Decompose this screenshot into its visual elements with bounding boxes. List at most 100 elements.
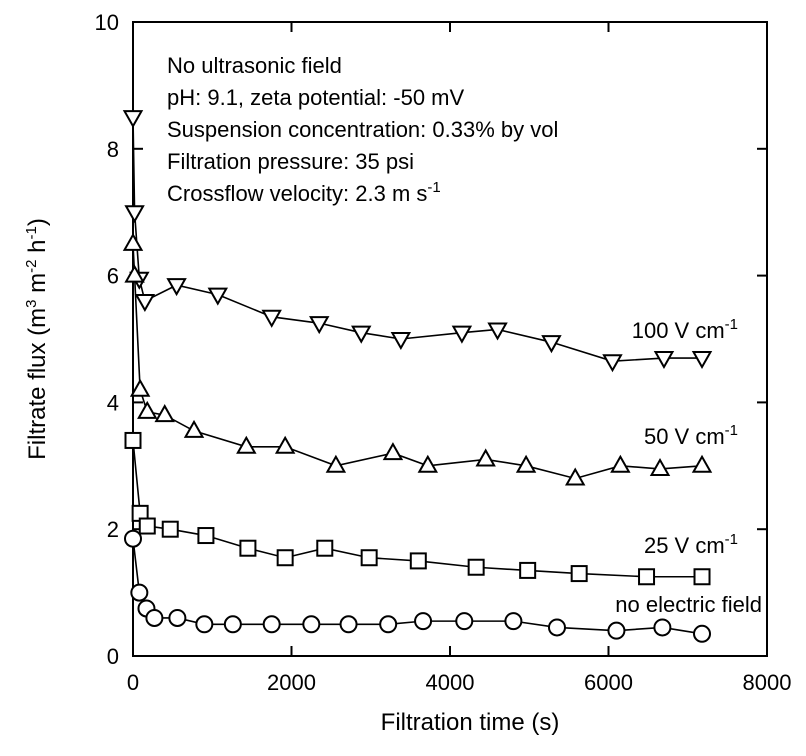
data-point-square (276, 549, 294, 567)
annotation-line: pH: 9.1, zeta potential: -50 mV (167, 85, 464, 110)
data-point-triangle-up (564, 467, 586, 486)
series-triangle-up (122, 232, 713, 486)
annotation-line-part: Crossflow velocity: 2.3 m s (167, 181, 427, 206)
data-point-triangle-down (691, 351, 713, 370)
data-point-circle (379, 615, 398, 634)
axis-ticks: 0 2000 4000 6000 8000 0 2 4 6 8 10 (95, 10, 792, 695)
data-point-triangle-up (274, 435, 296, 454)
y-axis-label: Filtrate flux (m3 m-2 h-1) (23, 218, 51, 460)
data-point-triangle-down (602, 354, 623, 373)
y-tick-label: 0 (107, 644, 119, 669)
data-point-square (467, 558, 485, 576)
data-point-triangle-up (382, 442, 404, 461)
annotation-line-part: Filtration pressure: 35 psi (167, 149, 414, 174)
data-point-triangle-up (124, 264, 145, 283)
series-layer (122, 110, 713, 643)
data-point-square (197, 527, 215, 545)
annotation-line: Crossflow velocity: 2.3 m s-1 (167, 179, 441, 206)
data-point-square (570, 565, 588, 583)
annotation-line: Filtration pressure: 35 psi (167, 149, 414, 174)
data-point-triangle-down (541, 335, 562, 354)
series-label-part: -1 (725, 531, 738, 548)
data-point-circle (168, 608, 187, 627)
data-point-triangle-down (487, 322, 508, 341)
series-label-part: -1 (725, 422, 738, 439)
data-point-circle (145, 608, 164, 627)
series-square (124, 431, 711, 586)
data-point-triangle-up (691, 454, 713, 473)
x-tick-label: 4000 (426, 670, 475, 695)
data-point-triangle-down (134, 293, 156, 312)
data-point-circle (223, 615, 242, 634)
y-tick-label: 2 (107, 517, 119, 542)
data-point-circle (414, 612, 433, 631)
series-label-part: no electric field (615, 592, 762, 617)
data-point-triangle-down (351, 325, 372, 344)
data-point-triangle-up (417, 454, 439, 473)
x-axis-label: Filtration time (s) (381, 709, 560, 736)
x-tick-label: 8000 (743, 670, 792, 695)
series-label: 100 V cm-1 (632, 316, 738, 343)
data-point-circle (607, 621, 626, 640)
data-point-circle (547, 618, 566, 637)
y-axis-label-part: ) (24, 218, 51, 226)
data-point-square (124, 431, 142, 449)
x-tick-label: 6000 (584, 670, 633, 695)
data-point-triangle-down (261, 309, 282, 328)
y-axis-label-part: -2 (23, 259, 40, 272)
series-label-part: -1 (725, 316, 738, 333)
series-triangle-down (122, 110, 713, 373)
data-point-triangle-up (137, 400, 158, 419)
data-point-circle (262, 615, 281, 634)
x-tick-label: 0 (127, 670, 139, 695)
y-axis-label-part: -1 (23, 226, 40, 239)
data-point-square (638, 568, 656, 586)
data-point-square (316, 539, 334, 557)
series-label: no electric field (615, 592, 762, 617)
data-point-triangle-down (207, 287, 229, 306)
data-point-circle (653, 618, 672, 637)
data-point-triangle-up (610, 454, 631, 473)
series-label-part: 50 V cm (644, 424, 725, 449)
data-point-triangle-up (122, 232, 144, 251)
data-point-circle (195, 615, 214, 634)
data-point-circle (504, 612, 523, 631)
annotation-line-part: -1 (427, 179, 440, 196)
data-point-triangle-up (649, 457, 671, 476)
data-point-circle (124, 529, 142, 548)
data-point-square (161, 520, 179, 538)
data-point-triangle-down (124, 205, 145, 224)
y-axis-label-part: Filtrate flux (m (24, 308, 51, 460)
series-label: 25 V cm-1 (644, 531, 738, 558)
data-point-triangle-up (236, 435, 257, 454)
annotation-line-part: Suspension concentration: 0.33% by vol (167, 117, 558, 142)
y-axis-label-part: m (24, 273, 51, 300)
data-point-circle (455, 612, 474, 631)
y-tick-label: 6 (107, 264, 119, 289)
y-axis-label-part: 3 (23, 300, 40, 308)
annotation-line-part: No ultrasonic field (167, 53, 342, 78)
data-point-triangle-down (653, 351, 675, 370)
data-point-square (519, 561, 537, 579)
data-point-triangle-up (325, 454, 347, 473)
data-point-circle (339, 615, 358, 634)
x-tick-label: 2000 (267, 670, 316, 695)
annotation-line-part: pH: 9.1, zeta potential: -50 mV (167, 85, 464, 110)
data-point-triangle-up (515, 454, 537, 473)
y-tick-label: 4 (107, 390, 119, 415)
text-labels: 100 V cm-150 V cm-125 V cm-1no electric … (23, 53, 762, 736)
series-line (132, 117, 703, 362)
y-tick-label: 10 (95, 10, 119, 35)
data-point-triangle-down (390, 332, 412, 351)
series-label-part: 100 V cm (632, 318, 725, 343)
series-label: 50 V cm-1 (644, 422, 738, 449)
y-axis-label-part: h (24, 239, 51, 259)
annotation-line: No ultrasonic field (167, 53, 342, 78)
data-point-triangle-up (154, 404, 175, 423)
data-point-triangle-down (309, 316, 330, 335)
data-point-square (360, 549, 378, 567)
y-tick-label: 8 (107, 137, 119, 162)
data-point-triangle-down (451, 325, 473, 344)
data-point-circle (130, 583, 149, 602)
